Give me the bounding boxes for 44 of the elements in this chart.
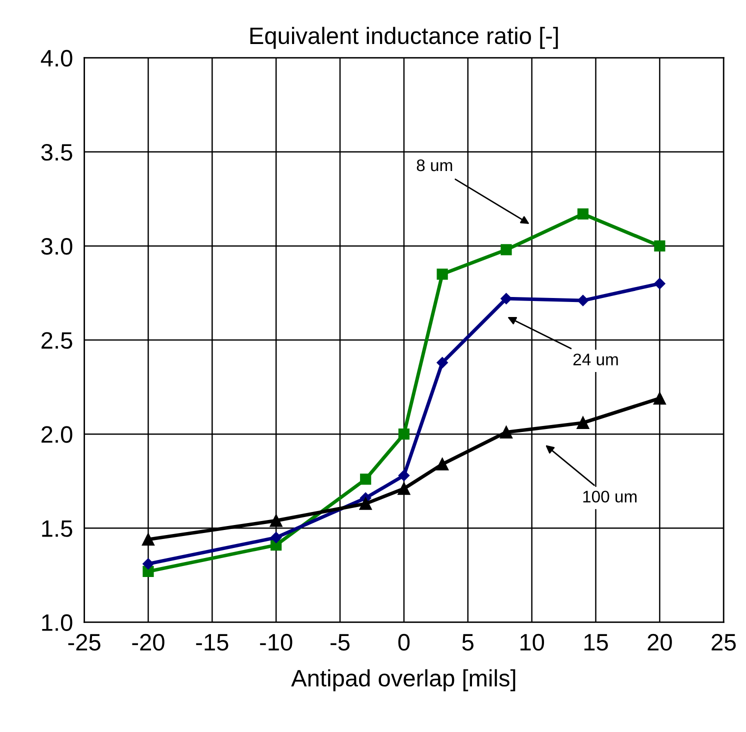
- annotation: 8 um: [416, 159, 452, 172]
- point: [270, 514, 282, 527]
- point: [654, 240, 666, 252]
- x-tick-label: 20: [648, 634, 672, 651]
- x-tick-label: 0: [398, 634, 410, 651]
- point: [398, 482, 410, 495]
- x-tick-label: 25: [712, 634, 736, 651]
- point: [359, 497, 372, 510]
- point: [654, 278, 666, 290]
- y-tick-label: 2.5: [42, 332, 72, 349]
- point: [577, 208, 589, 220]
- y-tick-label: 3.0: [41, 238, 72, 255]
- annotation: 100 um: [583, 490, 637, 503]
- y-tick-label: 2.0: [42, 426, 72, 443]
- point: [577, 294, 589, 306]
- x-tick-label: -15: [196, 634, 228, 651]
- point: [576, 416, 590, 430]
- point: [360, 474, 372, 485]
- annotation: 24 um: [573, 354, 618, 366]
- point: [653, 392, 666, 405]
- x-tick-label: -25: [68, 634, 100, 651]
- point: [436, 268, 448, 280]
- x-tick-label: 5: [462, 634, 474, 651]
- x-tick-label: -5: [330, 634, 350, 651]
- x-tick-label: -10: [260, 634, 292, 651]
- point: [500, 426, 512, 438]
- point: [270, 532, 282, 544]
- point: [500, 244, 512, 256]
- y-tick-label: 3.5: [41, 144, 72, 161]
- point: [436, 458, 449, 470]
- point: [398, 470, 410, 482]
- x-tick-label: -20: [132, 634, 164, 651]
- point: [142, 558, 154, 570]
- y-tick-label: 1.5: [42, 520, 72, 537]
- y-tick-label: 4.0: [40, 50, 72, 67]
- point: [500, 293, 512, 304]
- point: [142, 533, 154, 546]
- x-tick-label: 15: [584, 634, 608, 651]
- y-tick-label: 1.0: [42, 614, 72, 631]
- point: [398, 428, 410, 440]
- point: [436, 356, 448, 368]
- x-tick-label: 10: [520, 634, 544, 651]
- x-axis-title: Antipad overlap [mils]: [291, 669, 516, 692]
- chart-title: Equivalent inductance ratio [-]: [250, 26, 558, 49]
